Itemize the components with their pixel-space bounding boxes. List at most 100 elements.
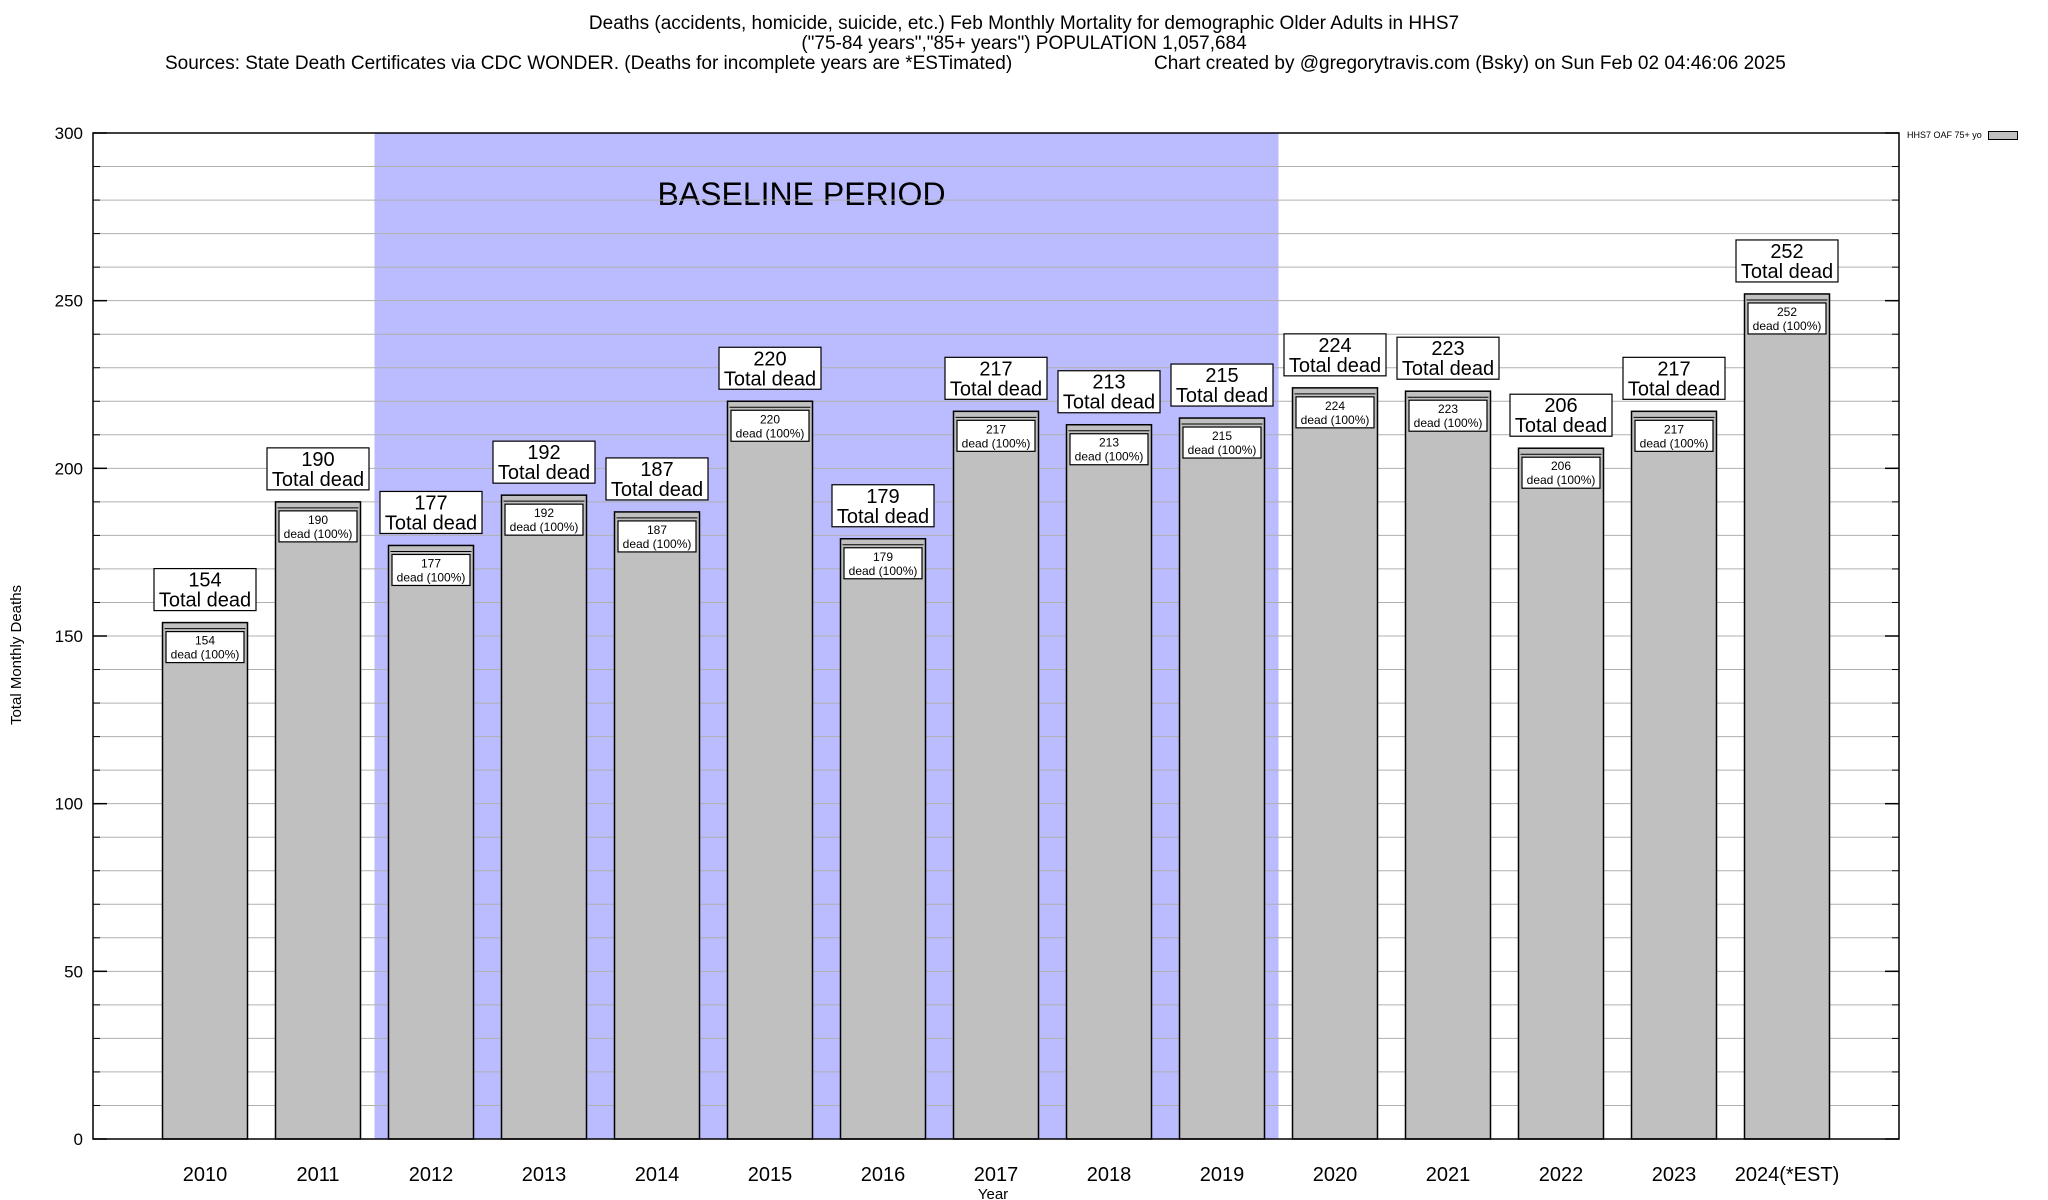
baseline-label: BASELINE PERIOD — [657, 176, 945, 212]
bar — [274, 501, 362, 1140]
inner-label-box — [1182, 426, 1262, 459]
total-label-text: Total dead — [385, 512, 477, 534]
inner-label-text: dead (100%) — [1301, 413, 1370, 427]
total-label-text: Total dead — [159, 590, 251, 612]
inner-label-text: dead (100%) — [849, 564, 918, 578]
bar — [1291, 387, 1379, 1140]
total-label-box — [1396, 336, 1500, 380]
total-label-value: 154 — [188, 570, 221, 592]
inner-label-box — [1634, 419, 1714, 452]
inner-label-text: dead (100%) — [397, 570, 466, 584]
total-label-value: 223 — [1431, 338, 1464, 360]
x-tick-label: 2016 — [861, 1164, 906, 1186]
total-label-value: 213 — [1092, 372, 1125, 394]
total-label-box — [492, 440, 596, 484]
bar — [839, 538, 927, 1140]
inner-label-text: dead (100%) — [284, 527, 353, 541]
total-label-box — [266, 447, 370, 491]
total-label-text: Total dead — [1176, 385, 1268, 407]
inner-label-box — [1408, 399, 1488, 432]
total-label-value: 224 — [1318, 335, 1351, 357]
total-label-value: 192 — [527, 442, 560, 464]
bar — [1517, 447, 1605, 1140]
y-tick-label: 200 — [55, 459, 83, 478]
x-tick-label: 2022 — [1539, 1164, 1584, 1186]
inner-label-box — [843, 547, 923, 580]
x-tick-label: 2011 — [296, 1164, 339, 1186]
y-tick-label: 250 — [55, 292, 83, 311]
inner-label-box — [1295, 396, 1375, 429]
inner-label-box — [278, 510, 358, 543]
y-axis-title: Total Monthly Deaths — [8, 585, 25, 725]
plot-frame — [92, 132, 1900, 1140]
inner-label-text: dead (100%) — [736, 426, 805, 440]
total-label-box — [1170, 363, 1274, 407]
total-label-box — [1735, 239, 1839, 283]
x-tick-label: 2014 — [635, 1164, 680, 1186]
x-axis-title: Year — [978, 1186, 1008, 1200]
inner-label-value: 206 — [1551, 459, 1571, 473]
total-label-value: 217 — [979, 358, 1012, 380]
chart-legend: HHS7 OAF 75+ yo — [1907, 130, 2018, 141]
total-label-text: Total dead — [1063, 392, 1155, 414]
total-label-box — [379, 490, 483, 535]
inner-label-value: 220 — [760, 412, 780, 426]
total-label-text: Total dead — [611, 479, 703, 501]
inner-label-value: 179 — [873, 550, 893, 564]
inner-label-box — [1521, 456, 1601, 489]
inner-label-box — [730, 409, 810, 442]
inner-label-value: 217 — [1664, 422, 1684, 436]
bar — [1630, 410, 1718, 1140]
x-tick-label: 2021 — [1426, 1164, 1471, 1186]
bar — [1178, 417, 1266, 1140]
x-tick-label: 2023 — [1652, 1164, 1697, 1186]
y-tick-label: 150 — [55, 627, 83, 646]
total-label-text: Total dead — [1741, 261, 1833, 283]
inner-label-value: 252 — [1777, 305, 1797, 319]
inner-label-text: dead (100%) — [171, 648, 240, 662]
total-label-value: 217 — [1657, 358, 1690, 380]
inner-label-text: dead (100%) — [962, 436, 1031, 450]
inner-label-text: dead (100%) — [1188, 443, 1257, 457]
total-label-text: Total dead — [1628, 378, 1720, 400]
total-label-value: 190 — [301, 449, 334, 471]
bar — [1743, 293, 1831, 1140]
inner-label-text: dead (100%) — [1527, 473, 1596, 487]
y-tick-label: 0 — [74, 1130, 83, 1149]
x-tick-label: 2010 — [183, 1164, 228, 1186]
bar — [726, 400, 814, 1140]
inner-label-box — [956, 419, 1036, 452]
total-label-text: Total dead — [1289, 355, 1381, 377]
inner-label-box — [504, 503, 584, 536]
inner-label-value: 215 — [1212, 429, 1232, 443]
total-label-value: 187 — [640, 459, 673, 481]
total-label-value: 179 — [866, 486, 899, 508]
total-label-box — [153, 567, 257, 612]
inner-label-box — [1747, 302, 1827, 335]
total-label-text: Total dead — [272, 469, 364, 491]
bar — [613, 511, 701, 1140]
total-label-box — [1622, 356, 1726, 400]
x-tick-label: 2018 — [1087, 1164, 1132, 1186]
total-label-value: 215 — [1205, 365, 1238, 387]
total-label-value: 206 — [1544, 395, 1577, 417]
x-tick-label: 2019 — [1200, 1164, 1245, 1186]
inner-label-text: dead (100%) — [510, 520, 579, 534]
total-label-value: 252 — [1770, 241, 1803, 263]
inner-label-text: dead (100%) — [1640, 436, 1709, 450]
y-tick-label: 50 — [64, 962, 83, 981]
total-label-box — [1509, 393, 1613, 437]
chart-title: Deaths (accidents, homicide, suicide, et… — [588, 13, 1460, 34]
total-label-box — [831, 484, 935, 528]
total-label-text: Total dead — [498, 462, 590, 484]
total-label-text: Total dead — [837, 506, 929, 528]
x-tick-label: 2012 — [409, 1164, 454, 1186]
total-label-value: 220 — [753, 348, 786, 370]
total-label-text: Total dead — [950, 378, 1042, 400]
chart-credit: Chart created by @gregorytravis.com (Bsk… — [1154, 53, 1786, 74]
total-label-box — [605, 457, 709, 501]
total-label-box — [944, 356, 1048, 400]
x-tick-label: 2024(*EST) — [1735, 1164, 1840, 1186]
total-label-text: Total dead — [1402, 358, 1494, 380]
